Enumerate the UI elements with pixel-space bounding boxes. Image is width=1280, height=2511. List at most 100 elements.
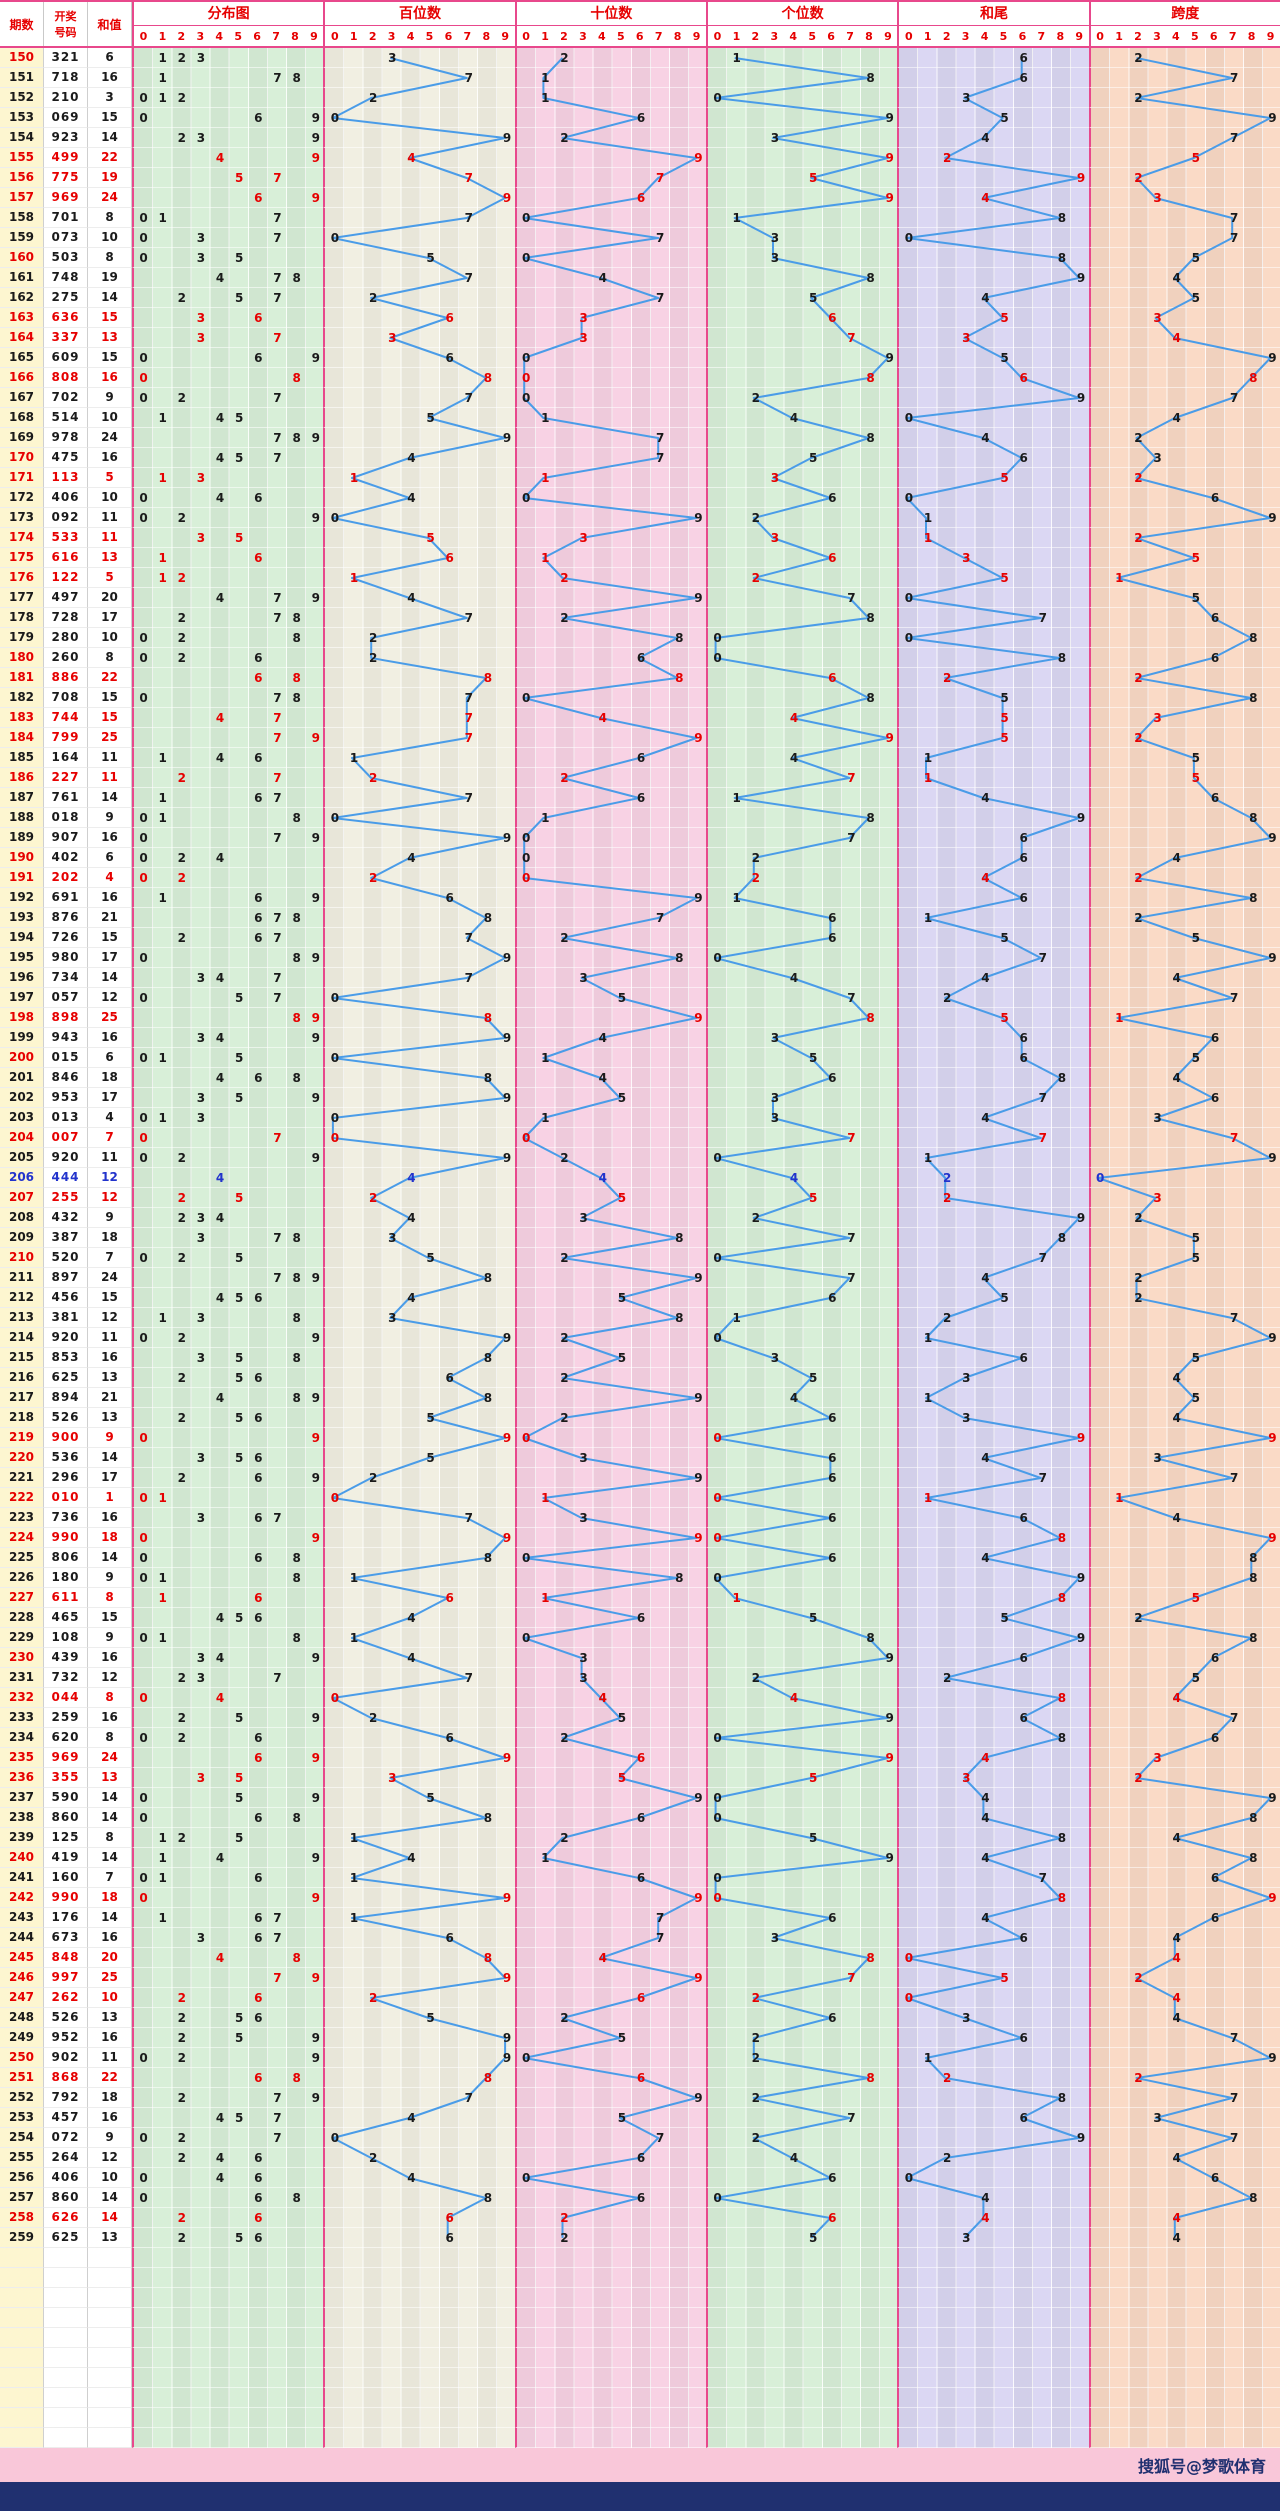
hit-digit: 9: [502, 831, 512, 845]
section-cells-5: [1088, 2368, 1280, 2388]
section-cells-3: 6: [705, 488, 898, 508]
table-row: 248 526 13 2 5 6 5 2 6 3 4: [0, 2008, 1280, 2028]
hit-digit: 0: [139, 811, 148, 825]
hit-digit: 8: [1057, 1831, 1067, 1845]
sum-cell: 17: [88, 1468, 132, 1488]
section-cells-2: 0: [514, 1128, 706, 1148]
section-cells-2: 1: [514, 408, 706, 428]
section-cells-3: 0: [705, 1728, 898, 1748]
hit-digit: 8: [1249, 2191, 1258, 2205]
hit-digit: 4: [1172, 1511, 1181, 1525]
section-cells-1: 0: [323, 228, 515, 248]
section-cells-4: [897, 2248, 1089, 2268]
hit-digit: 4: [407, 1611, 416, 1625]
hit-digit: 1: [541, 551, 550, 565]
digit-label: 0: [139, 30, 148, 43]
hit-digit: 9: [885, 191, 894, 205]
section-cells-5: 3: [1088, 708, 1280, 728]
hit-digit: 9: [694, 891, 703, 905]
hit-digit: 8: [866, 431, 875, 445]
sum-cell: 10: [88, 488, 132, 508]
hit-digit: 1: [158, 1311, 167, 1325]
section-cells-5: 4: [1088, 2148, 1280, 2168]
section-cells-3: 9: [705, 188, 898, 208]
hit-digit: 7: [1229, 231, 1239, 245]
section-cells-3: 7: [705, 1228, 898, 1248]
section-cells-0: [132, 2368, 324, 2388]
hit-digit: 2: [560, 571, 569, 585]
hit-digit: 2: [1134, 431, 1143, 445]
section-cells-1: 4: [323, 148, 515, 168]
hit-digit: 4: [407, 1651, 416, 1665]
number-cell: 227: [44, 768, 88, 788]
section-cells-2: 7: [514, 168, 706, 188]
hit-digit: 0: [139, 1431, 148, 1445]
hit-digit: 2: [751, 2091, 760, 2105]
hit-digit: 6: [1019, 371, 1028, 385]
hit-digit: 3: [1153, 711, 1162, 725]
digit-label: 7: [463, 30, 472, 43]
hit-digit: 7: [273, 291, 282, 305]
hit-digit: 0: [139, 2051, 148, 2065]
hit-digit: 0: [713, 1431, 722, 1445]
hit-digit: 8: [292, 1231, 301, 1245]
hit-digit: 9: [502, 1891, 512, 1905]
hit-digit: 7: [273, 1131, 282, 1145]
trend-chart: 期数 开奖 号码 和值 分布图 0 1 2 3 4 5 6 7 8 9 百位数 0 1 2 3 4 5 6 7 8 9 十位数 0 1 2…: [0, 2, 1280, 2448]
sum-cell: 14: [88, 1788, 132, 1808]
hit-digit: 5: [1000, 1291, 1009, 1305]
hit-digit: 5: [1191, 751, 1201, 765]
sum-cell: 4: [88, 1108, 132, 1128]
hit-digit: 1: [349, 1911, 359, 1925]
sum-cell: 25: [88, 1968, 132, 1988]
number-cell: [44, 2328, 88, 2348]
section-cells-1: [323, 2368, 515, 2388]
section-cells-3: 8: [705, 608, 898, 628]
sum-cell: 10: [88, 228, 132, 248]
period-cell: 237: [0, 1788, 44, 1808]
hit-digit: 7: [273, 451, 282, 465]
hit-digit: 8: [292, 1811, 301, 1825]
section-cells-1: 8: [323, 1268, 515, 1288]
section-cells-3: 8: [705, 1948, 898, 1968]
hit-digit: 1: [541, 411, 550, 425]
hit-digit: 9: [311, 151, 320, 165]
hit-digit: 6: [254, 491, 263, 505]
section-cells-5: 8: [1088, 808, 1280, 828]
hit-digit: 8: [1249, 1811, 1258, 1825]
hit-digit: 5: [1000, 731, 1009, 745]
section-cells-2: 8: [514, 1568, 706, 1588]
hit-digit: 1: [158, 751, 167, 765]
section-cells-3: 7: [705, 988, 898, 1008]
hit-digit: 9: [502, 1431, 512, 1445]
section-cells-3: 7: [705, 588, 898, 608]
section-cells-2: 9: [514, 1268, 706, 1288]
digit-label: 6: [827, 30, 835, 43]
hit-digit: 4: [981, 1811, 990, 1825]
hit-digit: 0: [330, 1131, 340, 1145]
hit-digit: 5: [235, 2231, 244, 2245]
section-cells-1: 4: [323, 588, 515, 608]
number-cell: 202: [44, 868, 88, 888]
hit-digit: 2: [177, 1731, 186, 1745]
table-row: 159 073 10 0 3 7 0 7 3 0 7: [0, 228, 1280, 248]
period-cell: 194: [0, 928, 44, 948]
number-cell: 499: [44, 148, 88, 168]
hit-digit: 6: [254, 891, 263, 905]
digit-label: 2: [368, 30, 377, 43]
section-cells-0: [132, 2248, 324, 2268]
section-cells-3: 2: [705, 568, 898, 588]
section-cells-3: 9: [705, 148, 898, 168]
sum-cell: 24: [88, 428, 132, 448]
hit-digit: 0: [330, 511, 340, 525]
hit-digit: 4: [598, 1951, 607, 1965]
table-row: 190 402 6 0 2 4 4 0 2 6 4: [0, 848, 1280, 868]
section-cells-5: 8: [1088, 1548, 1280, 1568]
hit-digit: 8: [292, 1271, 301, 1285]
section-cells-2: 6: [514, 188, 706, 208]
hit-digit: 7: [464, 971, 473, 985]
